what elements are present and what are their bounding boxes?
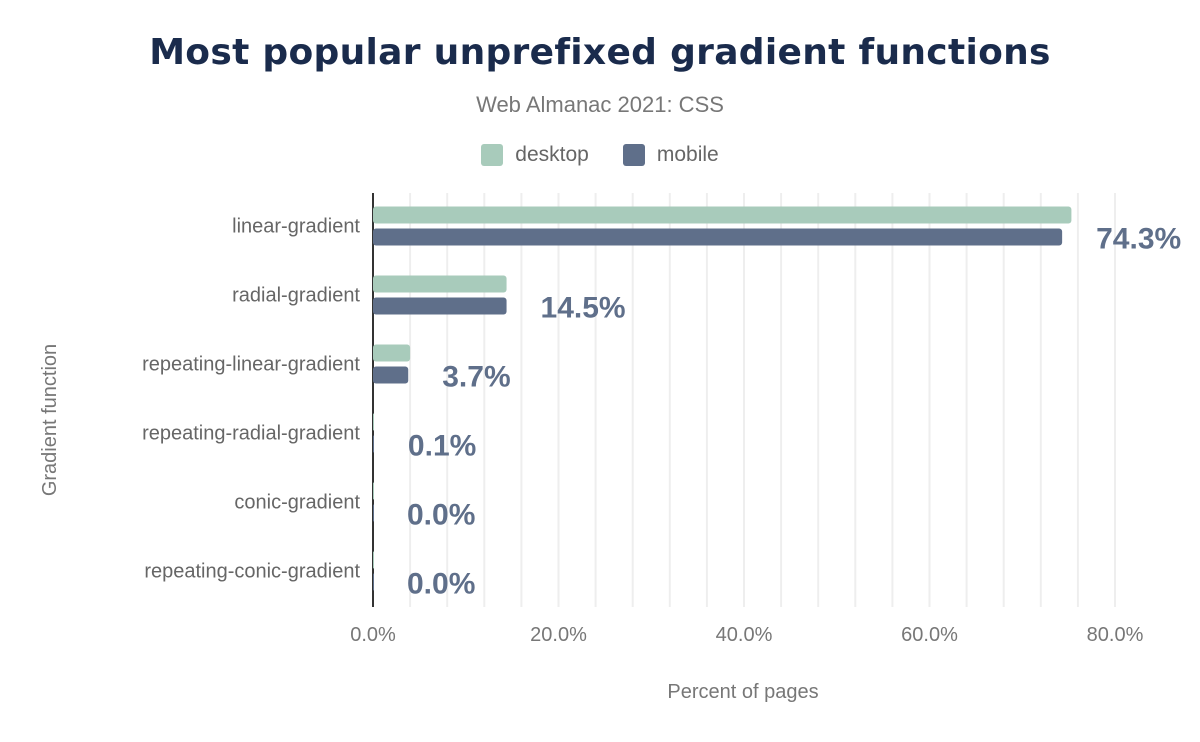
legend: desktop mobile [0,143,1200,167]
y-tick-label: conic-gradient [234,492,360,514]
data-label: 0.1% [408,430,476,463]
bar-desktop [373,344,411,362]
bar-mobile [373,435,374,453]
legend-label-desktop: desktop [515,143,589,166]
chart-title: Most popular unprefixed gradient functio… [149,32,1051,73]
bar-mobile [373,297,507,315]
bar-mobile [373,228,1063,246]
data-label: 74.3% [1096,223,1181,256]
x-tick-label: 0.0% [350,624,396,646]
legend-label-mobile: mobile [656,143,719,166]
y-tick-label: repeating-radial-gradient [142,423,360,445]
legend-item-mobile[interactable]: mobile [622,143,719,167]
bar-mobile [373,504,374,522]
chart-subtitle: Web Almanac 2021: CSS [476,92,724,117]
bar-desktop [373,275,507,293]
y-tick-label: radial-gradient [232,285,360,307]
bar-desktop [373,551,374,569]
bar-mobile [373,573,374,591]
legend-item-desktop[interactable]: desktop [481,143,589,167]
data-label: 14.5% [541,292,626,325]
data-label: 0.0% [407,568,475,601]
bar-mobile [373,366,409,384]
legend-swatch-desktop [481,144,504,166]
bar-desktop [373,206,1072,224]
y-axis-title: Gradient function [39,344,61,496]
data-label: 0.0% [407,499,475,532]
bar-desktop [373,482,374,500]
y-tick-label: repeating-linear-gradient [142,354,360,376]
y-tick-label: repeating-conic-gradient [144,561,360,583]
x-tick-label: 40.0% [716,624,773,646]
data-label: 3.7% [442,361,510,394]
x-tick-label: 60.0% [901,624,958,646]
bar-desktop [373,413,374,431]
y-tick-label: linear-gradient [232,216,360,238]
legend-swatch-mobile [622,144,645,166]
x-tick-label: 20.0% [530,624,587,646]
x-axis-title: Percent of pages [667,681,818,703]
x-tick-label: 80.0% [1087,624,1144,646]
